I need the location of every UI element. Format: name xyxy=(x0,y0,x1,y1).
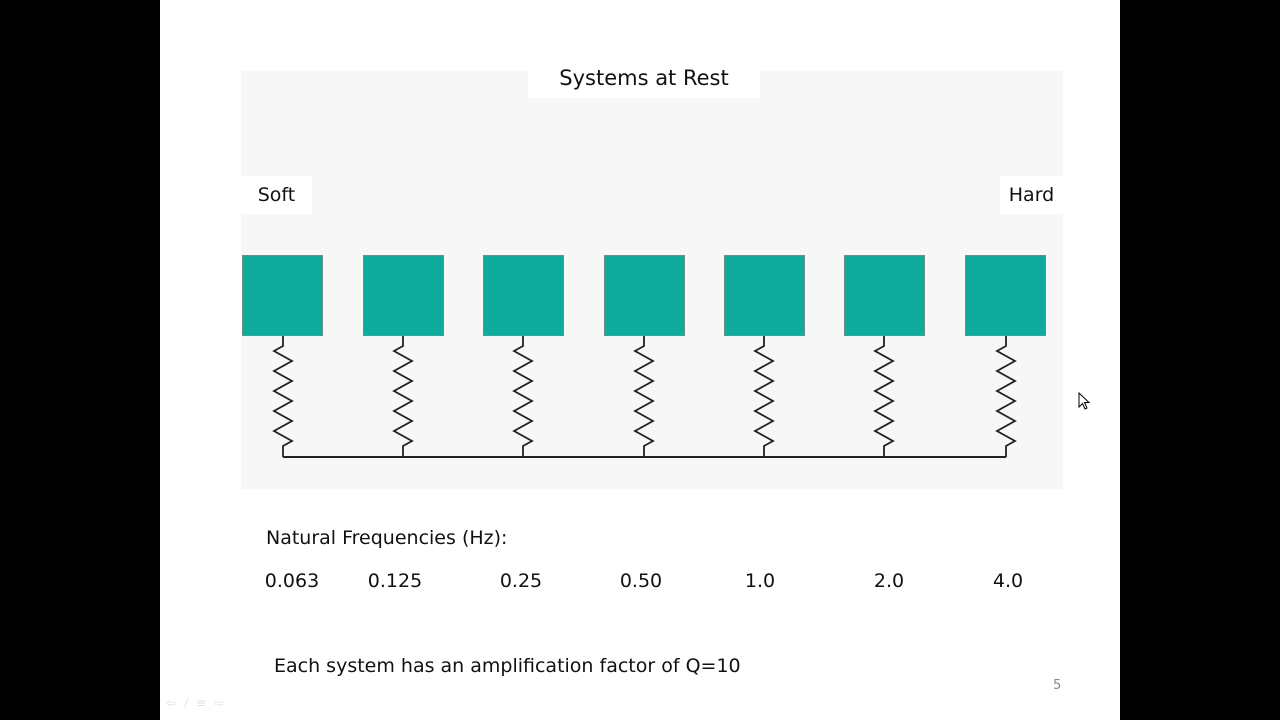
slide-title: Systems at Rest xyxy=(528,58,760,98)
frequency-value-6: 2.0 xyxy=(873,570,905,592)
mouse-cursor-icon xyxy=(1078,392,1091,410)
springs-diagram xyxy=(272,336,1017,458)
hard-label: Hard xyxy=(1000,176,1063,214)
mass-block-5 xyxy=(724,255,805,336)
mass-block-6 xyxy=(844,255,925,336)
slideshow-controls: ⇦ ∕ ≡ ⇨ xyxy=(166,696,224,710)
spring-5 xyxy=(753,336,775,457)
soft-label: Soft xyxy=(241,176,312,214)
spring-7 xyxy=(995,336,1017,457)
frequency-value-2: 0.125 xyxy=(367,570,423,592)
slide: Systems at Rest Soft Hard Natural Freque… xyxy=(160,0,1120,720)
q-factor-note: Each system has an amplification factor … xyxy=(274,655,741,677)
pen-icon[interactable]: ∕ xyxy=(184,696,189,710)
frequency-value-3: 0.25 xyxy=(499,570,543,592)
frequencies-heading: Natural Frequencies (Hz): xyxy=(266,527,508,549)
frequency-value-4: 0.50 xyxy=(619,570,663,592)
spring-3 xyxy=(512,336,534,457)
frequency-value-5: 1.0 xyxy=(744,570,776,592)
mass-block-2 xyxy=(363,255,444,336)
spring-2 xyxy=(392,336,414,457)
spring-4 xyxy=(633,336,655,457)
spring-1 xyxy=(272,336,294,457)
frequency-value-7: 4.0 xyxy=(992,570,1024,592)
previous-slide-icon[interactable]: ⇦ xyxy=(166,696,177,710)
mass-block-3 xyxy=(483,255,564,336)
mass-block-4 xyxy=(604,255,685,336)
mass-block-1 xyxy=(242,255,323,336)
next-slide-icon[interactable]: ⇨ xyxy=(214,696,225,710)
mass-block-7 xyxy=(965,255,1046,336)
spring-6 xyxy=(873,336,895,457)
frequency-value-1: 0.063 xyxy=(264,570,320,592)
menu-icon[interactable]: ≡ xyxy=(196,696,207,710)
page-number: 5 xyxy=(1053,678,1062,693)
